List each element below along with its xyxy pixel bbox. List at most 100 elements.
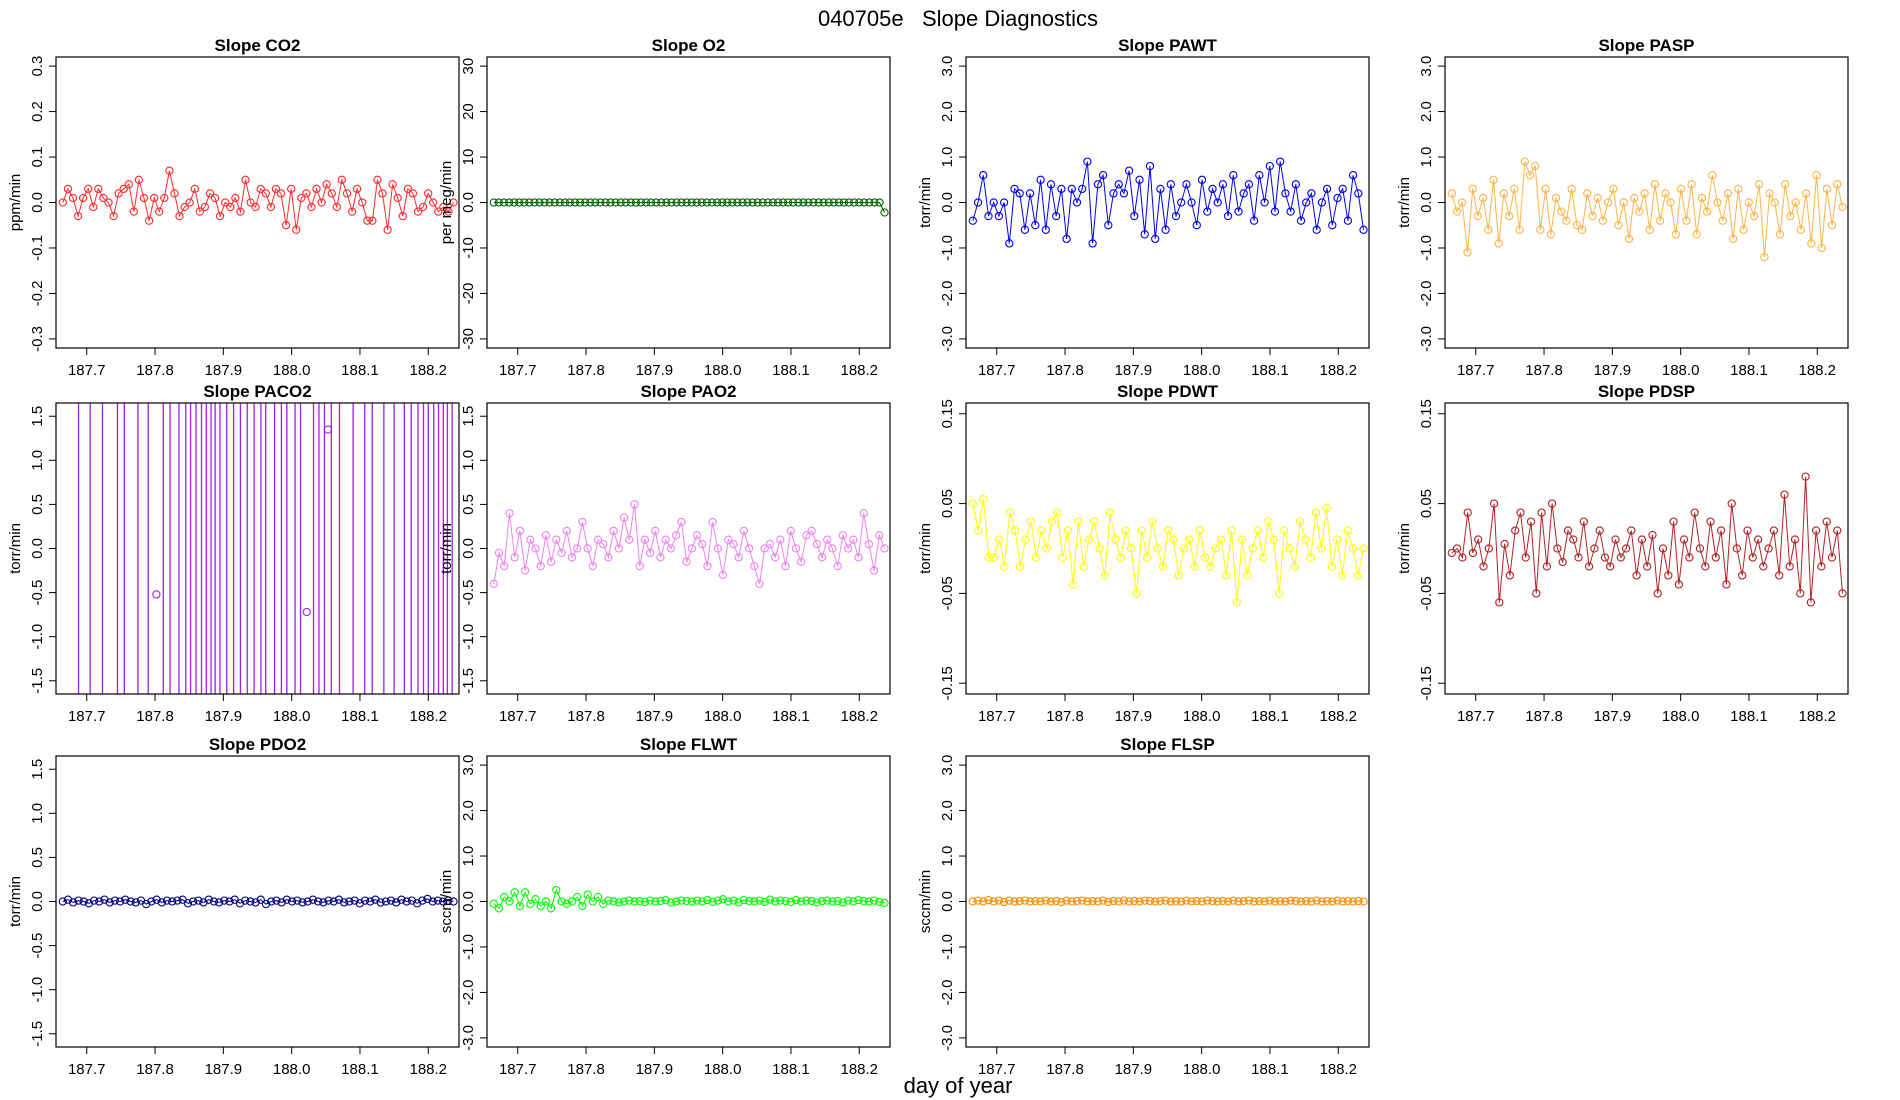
data-point (1653, 589, 1662, 598)
data-point (1354, 896, 1363, 906)
data-point (1197, 175, 1207, 184)
data-point (1759, 562, 1768, 571)
x-tick-label: 187.7 (499, 362, 537, 379)
y-tick-label: -10 (460, 237, 477, 259)
data-point (833, 561, 842, 571)
data-point (307, 202, 316, 212)
data-point (1812, 171, 1821, 180)
data-point (73, 211, 83, 221)
y-tick-label: -1.0 (460, 624, 477, 650)
data-point (1317, 544, 1326, 553)
data-point (210, 193, 220, 203)
data-point (1098, 896, 1108, 905)
data-point (1015, 896, 1024, 906)
data-point (677, 517, 686, 527)
data-point (1145, 896, 1155, 906)
data-point (1338, 184, 1347, 194)
data-point (392, 898, 401, 907)
y-tick-label: 2.0 (939, 800, 956, 821)
data-point (778, 198, 788, 207)
data-point (509, 198, 519, 207)
data-point (729, 896, 738, 905)
data-point (1749, 211, 1759, 221)
panel-title-o2: Slope O2 (652, 36, 726, 55)
data-point (489, 899, 498, 908)
data-point (1124, 166, 1134, 175)
plot-area-co2 (58, 166, 458, 234)
data-point (413, 207, 423, 216)
data-point (631, 198, 641, 207)
y-tick-label: -0.05 (939, 576, 956, 610)
data-point (1723, 189, 1733, 198)
x-tick-label: 187.9 (636, 1061, 674, 1078)
data-point (251, 202, 260, 212)
data-point (776, 535, 785, 544)
x-tick-label: 187.8 (567, 1061, 605, 1078)
data-point (1244, 896, 1254, 905)
plot-area-paco2 (77, 403, 453, 694)
data-point (1057, 184, 1066, 194)
data-point (1463, 248, 1472, 257)
y-tick-label: 20 (460, 103, 477, 120)
data-point (68, 193, 78, 203)
data-point (791, 895, 801, 905)
data-point (591, 198, 600, 207)
plot-frame-co2 (55, 56, 460, 349)
data-point (692, 531, 702, 540)
data-point (733, 198, 742, 207)
plot-area-pdo2 (58, 894, 458, 909)
data-point (1213, 198, 1222, 207)
data-point (368, 216, 377, 225)
figure-xlabel: day of year (904, 1073, 1013, 1098)
data-point (1572, 221, 1582, 230)
data-point (366, 897, 375, 906)
data-point (515, 526, 525, 536)
data-point (1067, 897, 1076, 906)
data-point (324, 896, 333, 905)
y-tick-label: 1.5 (29, 406, 46, 427)
data-point (345, 897, 354, 906)
data-point (626, 198, 635, 207)
data-point (129, 207, 139, 216)
data-point (1630, 193, 1639, 203)
data-point (1148, 517, 1157, 526)
data-point (110, 896, 120, 905)
data-point (763, 198, 772, 207)
y-axis-label-pdwt: torr/min (917, 523, 934, 574)
data-point (599, 539, 608, 549)
data-point (444, 207, 453, 216)
data-point (408, 189, 418, 198)
series-line-pdo2 (62, 898, 454, 905)
data-point (869, 896, 879, 905)
x-tick-label: 187.8 (1525, 708, 1563, 725)
data-point (1478, 193, 1488, 203)
x-tick-label: 188.2 (840, 1061, 878, 1078)
data-point (999, 897, 1009, 907)
x-tick-label: 187.7 (499, 1061, 537, 1078)
y-tick-label: -1.0 (939, 934, 956, 960)
data-point (266, 202, 276, 212)
data-point (1494, 239, 1503, 248)
data-point (859, 509, 868, 518)
data-point (783, 198, 793, 207)
data-point (1090, 517, 1099, 526)
y-axis-label-flwt: sccm/min (438, 870, 455, 933)
data-point (666, 544, 676, 553)
data-point (1047, 517, 1057, 526)
data-point (1627, 526, 1636, 535)
data-point (1521, 553, 1530, 562)
x-tick-label: 187.8 (136, 1061, 174, 1078)
data-point (1327, 562, 1337, 571)
data-point (791, 544, 801, 553)
data-point (292, 225, 301, 234)
data-point (1343, 216, 1353, 225)
data-point (1130, 211, 1139, 221)
data-point (526, 899, 535, 908)
data-point (1057, 897, 1066, 907)
data-point (449, 897, 458, 906)
data-point (1026, 517, 1036, 526)
data-point (739, 526, 749, 536)
x-tick-label: 187.8 (1525, 362, 1563, 379)
data-point (1104, 897, 1113, 907)
data-point (1632, 571, 1641, 580)
